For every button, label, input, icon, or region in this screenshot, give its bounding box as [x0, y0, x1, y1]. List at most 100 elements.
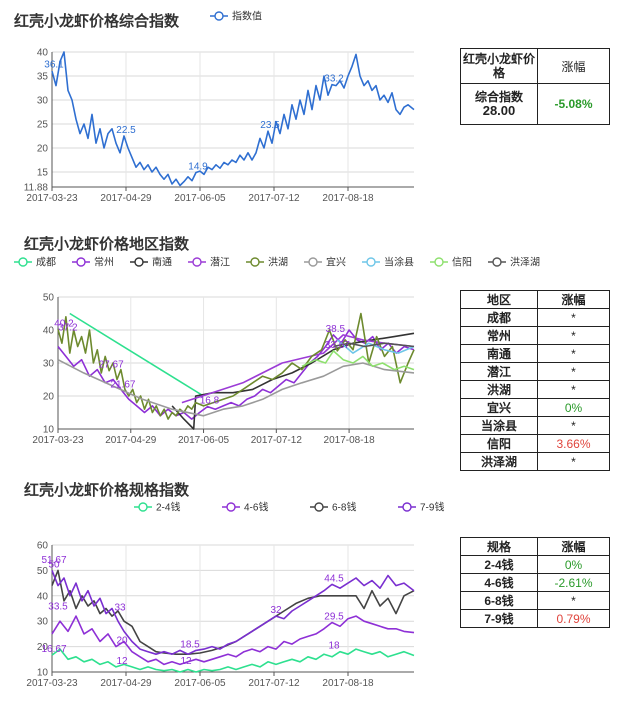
c1-y-tick-label: 20 [37, 144, 49, 155]
table1-row-label: 综合指数 28.00 [460, 83, 538, 125]
c2-x-tick-label: 2017-04-29 [105, 435, 157, 446]
c3-series-line-7-9钱 [51, 570, 415, 655]
c2-legend-item-洪湖[interactable]: 洪湖 [246, 257, 288, 269]
c2-legend-label: 潜江 [210, 256, 230, 269]
c2-legend-label: 南通 [152, 256, 172, 269]
c3-legend-label: 4-6钱 [244, 501, 268, 514]
c2-legend-item-宜兴[interactable]: 宜兴 [304, 256, 346, 269]
c2-legend-label: 洪泽湖 [510, 257, 540, 269]
c1-y-tick-label: 25 [37, 120, 49, 131]
c3-x-tick-label: 2017-08-18 [322, 678, 374, 689]
table2-row-change: * [537, 308, 610, 327]
chart3-title: 红壳小龙虾价格规格指数 [24, 482, 190, 499]
c2-legend-marker [366, 257, 376, 267]
c2-legend-label: 成都 [36, 257, 56, 269]
c1-y-tick-label: 40 [37, 48, 49, 59]
c2-legend-marker [18, 257, 28, 267]
c2-legend-label: 洪湖 [268, 257, 288, 269]
table3-row-label: 2-4钱 [460, 555, 538, 574]
c3-legend-item-2-4钱[interactable]: 2-4钱 [134, 501, 180, 514]
table2-row-label: 洪湖 [460, 380, 538, 399]
c2-series-line-洪湖 [57, 312, 415, 420]
c2-legend-marker [308, 257, 318, 267]
c3-data-label: 12 [180, 656, 192, 667]
c1-y-tick-label: 15 [37, 168, 49, 179]
c3-legend-item-7-9钱[interactable]: 7-9钱 [398, 501, 444, 514]
c1-y-tick-label: 11.88 [24, 183, 49, 194]
c2-x-tick-label: 2017-06-05 [178, 435, 230, 446]
c2-legend-marker [76, 257, 86, 267]
c3-legend-label: 7-9钱 [420, 501, 444, 514]
table1-header-label: 红壳小龙虾价格 [460, 48, 538, 84]
table3-header-change: 涨幅 [537, 537, 610, 556]
table2-row-change: 3.66% [537, 434, 610, 453]
table2-row-change: * [537, 326, 610, 345]
size-change-table: 规格 涨幅 2-4钱 0% 4-6钱 -2.61% 6-8钱 * 7-9钱 0.79% [460, 537, 610, 628]
c2-legend-item-潜江[interactable]: 潜江 [188, 256, 230, 269]
c1-legend-label: 指数值 [232, 10, 262, 23]
c2-legend-label: 当涂县 [384, 256, 414, 269]
table2-row-label: 洪泽湖 [460, 452, 538, 471]
c3-y-tick-label: 60 [37, 541, 49, 552]
c3-data-label: 50 [48, 559, 60, 570]
c1-x-tick-label: 2017-04-29 [100, 193, 152, 204]
c2-series-line-洪泽湖 [333, 342, 415, 348]
c3-legend-marker [226, 502, 236, 512]
c2-legend-item-信阳[interactable]: 信阳 [430, 257, 472, 269]
c2-x-tick-label: 2017-03-23 [32, 435, 84, 446]
table3-row-change: 0.79% [537, 609, 610, 628]
c3-x-tick-label: 2017-04-29 [100, 678, 152, 689]
table2-row-change: * [537, 362, 610, 381]
c2-legend-item-成都[interactable]: 成都 [14, 257, 56, 269]
table2-row-change: * [537, 452, 610, 471]
table3-row-change: -2.61% [537, 573, 610, 592]
c2-legend-marker [134, 257, 144, 267]
c1-data-label: 22.5 [116, 125, 136, 136]
table1-header-change: 涨幅 [537, 48, 610, 84]
c3-legend-item-4-6钱[interactable]: 4-6钱 [222, 501, 268, 514]
c2-data-label: 16.8 [200, 396, 220, 407]
table3-row-change: 0% [537, 555, 610, 574]
c2-x-tick-label: 2017-07-12 [251, 435, 303, 446]
c3-y-tick-label: 20 [37, 642, 49, 653]
c1-series-line-指数值 [51, 51, 415, 187]
c1-data-label: 14.9 [188, 162, 208, 173]
c3-legend-label: 6-8钱 [332, 501, 356, 514]
c2-legend-item-常州[interactable]: 常州 [72, 256, 114, 269]
c2-legend-item-南通[interactable]: 南通 [130, 256, 172, 269]
c2-data-label: 37.2 [58, 322, 78, 333]
c2-series-line-成都 [69, 312, 204, 397]
table2-row-label: 当涂县 [460, 416, 538, 435]
c2-legend-item-洪泽湖[interactable]: 洪泽湖 [488, 257, 540, 269]
c3-series-line-4-6钱 [51, 615, 415, 666]
c2-series-line-潜江 [181, 334, 415, 404]
c2-y-tick-label: 20 [43, 392, 55, 403]
table3-row-label: 6-8钱 [460, 591, 538, 610]
c2-series-line-常州 [57, 329, 415, 420]
c2-y-tick-label: 50 [43, 293, 55, 304]
c1-data-label: 23.5 [260, 120, 280, 131]
c2-y-tick-label: 30 [43, 359, 55, 370]
region-change-table: 地区 涨幅 成都 * 常州 * 南通 * 潜江 * 洪湖 * 宜兴 0% 当涂县 * 信阳 3.66% 洪泽湖 * [460, 290, 610, 471]
table3-header-label: 规格 [460, 537, 538, 556]
c2-data-label: 21.67 [110, 379, 135, 390]
c3-x-tick-label: 2017-06-05 [174, 678, 226, 689]
c3-data-label: 18 [328, 641, 340, 652]
c3-legend-item-6-8钱[interactable]: 6-8钱 [310, 501, 356, 514]
c3-legend-marker [314, 502, 324, 512]
c2-series-line-信阳 [301, 350, 415, 371]
c2-data-label: 33.67 [325, 340, 350, 351]
c3-data-label: 33 [114, 603, 126, 614]
c2-y-tick-label: 10 [43, 425, 55, 436]
table2-row-change: * [537, 380, 610, 399]
c2-legend-label: 信阳 [452, 257, 472, 269]
c2-legend-marker [434, 257, 444, 267]
c1-legend-item-指数值[interactable]: 指数值 [210, 10, 262, 23]
table2-row-label: 成都 [460, 308, 538, 327]
c2-series-line-宜兴 [57, 358, 415, 417]
c2-legend-item-当涂县[interactable]: 当涂县 [362, 256, 414, 269]
c3-y-tick-label: 40 [37, 591, 49, 602]
c2-data-label: 38.5 [326, 324, 346, 335]
table2-row-change: * [537, 344, 610, 363]
